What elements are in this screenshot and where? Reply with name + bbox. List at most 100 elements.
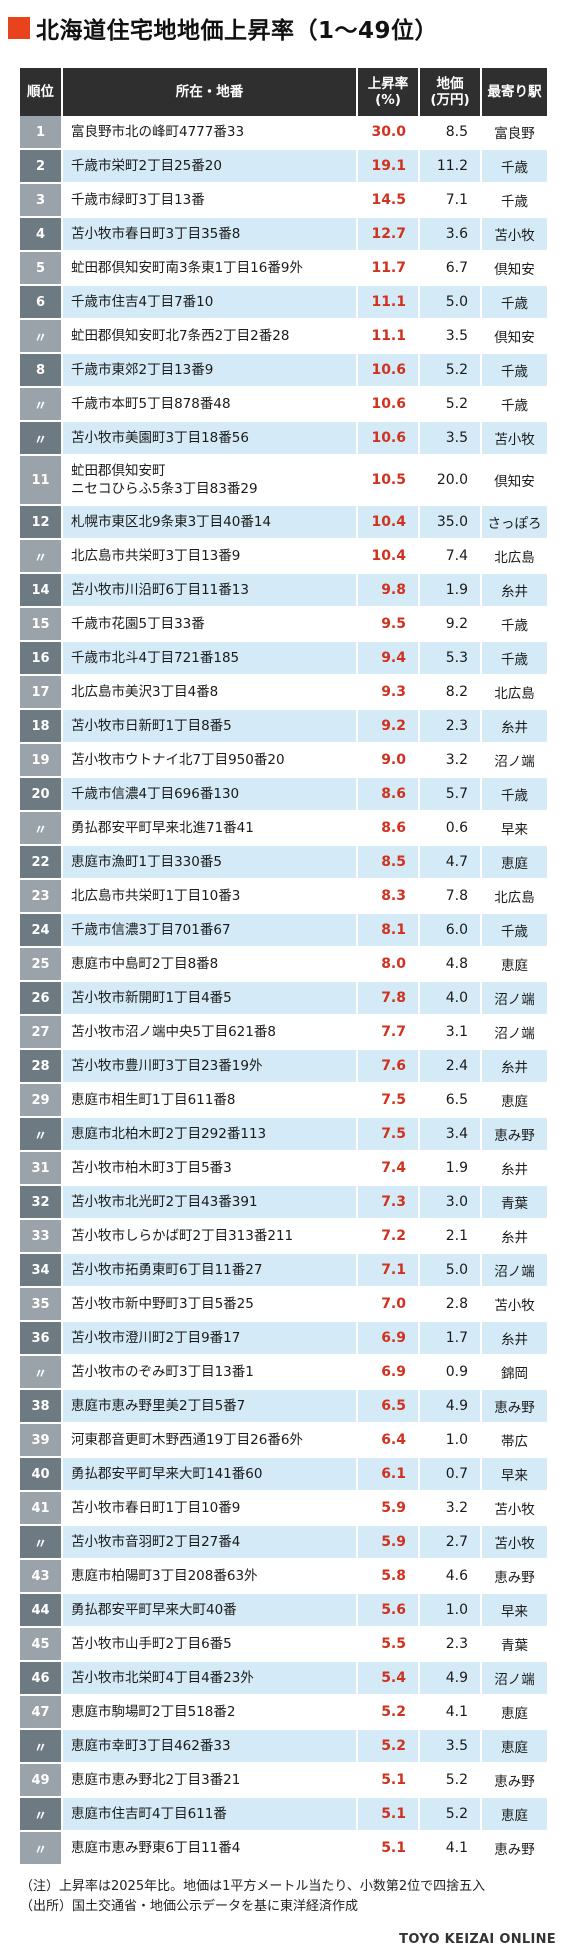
table-row: 46 苫小牧市北栄町4丁目4番23外 5.4 4.9 沼ノ端 [20,1661,547,1696]
address-cell: 苫小牧市豊川町3丁目23番19外 [62,1049,358,1084]
rate-cell: 9.3 [357,675,420,710]
rate-cell: 19.1 [357,149,420,184]
rate-cell: 11.7 [357,251,420,286]
rate-cell: 9.2 [357,709,420,744]
station-cell: 倶知安 [481,455,547,506]
rank-cell: 12 [20,505,63,540]
station-cell: 恵み野 [481,1831,547,1866]
footnote-line-1: （注）上昇率は2025年比。地価は1平方メートル当たり、小数第2位で四捨五入 [20,1879,486,1894]
rate-cell: 11.1 [357,285,420,320]
price-cell: 3.5 [419,421,482,456]
rank-cell: 〃 [20,387,63,422]
rate-cell: 7.2 [357,1219,420,1254]
station-cell: 北広島 [481,879,547,914]
address-cell: 苫小牧市拓勇東町6丁目11番27 [62,1253,358,1288]
rate-cell: 6.9 [357,1321,420,1356]
table-row: 〃虻田郡倶知安町北7条西2丁目2番28 11.1 3.5 倶知安 [20,319,547,354]
table-row: 1 富良野市北の峰町4777番33 30.0 8.5 富良野 [20,116,547,150]
station-cell: 千歳 [481,777,547,812]
station-cell: 千歳 [481,387,547,422]
rate-cell: 5.1 [357,1797,420,1832]
address-cell: 北広島市共栄町1丁目10番3 [62,879,358,914]
rate-cell: 7.8 [357,981,420,1016]
table-header-row: 順位 所在・地番 上昇率 (%) 地価 (万円) 最寄り駅 [20,68,547,116]
price-cell: 20.0 [419,455,482,506]
rank-cell: 8 [20,353,63,388]
station-cell: 千歳 [481,183,547,218]
address-cell: 苫小牧市音羽町2丁目27番4 [62,1525,358,1560]
station-cell: さっぽろ [481,505,547,540]
rank-cell: 40 [20,1457,63,1492]
address-cell: 千歳市信濃3丁目701番67 [62,913,358,948]
price-cell: 9.2 [419,607,482,642]
station-cell: 千歳 [481,149,547,184]
station-cell: 錦岡 [481,1355,547,1390]
station-cell: 沼ノ端 [481,981,547,1016]
address-cell: 千歳市信濃4丁目696番130 [62,777,358,812]
table-row: 3 千歳市緑町3丁目13番 14.5 7.1 千歳 [20,183,547,218]
station-cell: 倶知安 [481,319,547,354]
address-cell: 苫小牧市春日町1丁目10番9 [62,1491,358,1526]
table-row: 5 虻田郡倶知安町南3条東1丁目16番9外 11.7 6.7 倶知安 [20,251,547,286]
table-row: 29 恵庭市相生町1丁目611番8 7.5 6.5 恵庭 [20,1083,547,1118]
table-row: 〃恵庭市幸町3丁目462番33 5.2 3.5 恵庭 [20,1729,547,1764]
address-cell: 千歳市東郊2丁目13番9 [62,353,358,388]
address-cell: 恵庭市中島町2丁目8番8 [62,947,358,982]
station-cell: 糸井 [481,573,547,608]
address-cell: 河東郡音更町木野西通19丁目26番6外 [62,1423,358,1458]
table-row: 40 勇払郡安平町早来大町141番60 6.1 0.7 早来 [20,1457,547,1492]
price-cell: 2.8 [419,1287,482,1322]
table-row: 44 勇払郡安平町早来大町40番 5.6 1.0 早来 [20,1593,547,1628]
address-cell: 恵庭市幸町3丁目462番33 [62,1729,358,1764]
station-cell: 糸井 [481,1219,547,1254]
rank-cell: 23 [20,879,63,914]
station-cell: 沼ノ端 [481,1253,547,1288]
rank-cell: 47 [20,1695,63,1730]
table-row: 6 千歳市住吉4丁目7番10 11.1 5.0 千歳 [20,285,547,320]
table-row: 43 恵庭市柏陽町3丁目208番63外 5.8 4.6 恵み野 [20,1559,547,1594]
price-cell: 5.7 [419,777,482,812]
table-row: 8 千歳市東郊2丁目13番9 10.6 5.2 千歳 [20,353,547,388]
station-cell: 北広島 [481,675,547,710]
price-cell: 1.7 [419,1321,482,1356]
address-cell: 勇払郡安平町早来大町40番 [62,1593,358,1628]
price-cell: 3.2 [419,743,482,778]
header-price-line1: 地価 [436,75,464,92]
rate-cell: 11.1 [357,319,420,354]
rank-cell: 45 [20,1627,63,1662]
page-title: 北海道住宅地地価上昇率（1〜49位） [36,18,439,44]
station-cell: 恵み野 [481,1117,547,1152]
footnote-line-2: （出所）国土交通省・地価公示データを基に東洋経済作成 [20,1899,359,1914]
address-cell: 北広島市共栄町3丁目13番9 [62,539,358,574]
address-line-1: 虻田郡倶知安町 [71,462,166,479]
address-cell: 苫小牧市のぞみ町3丁目13番1 [62,1355,358,1390]
rank-cell: 〃 [20,539,63,574]
station-cell: 恵庭 [481,947,547,982]
station-cell: 早来 [481,1457,547,1492]
price-cell: 6.5 [419,1083,482,1118]
table-row: 26 苫小牧市新開町1丁目4番5 7.8 4.0 沼ノ端 [20,981,547,1016]
price-cell: 5.3 [419,641,482,676]
table-row: 〃恵庭市北柏木町2丁目292番113 7.5 3.4 恵み野 [20,1117,547,1152]
address-cell: 勇払郡安平町早来大町141番60 [62,1457,358,1492]
price-cell: 4.0 [419,981,482,1016]
price-cell: 35.0 [419,505,482,540]
station-cell: 苫小牧 [481,421,547,456]
address-cell: 苫小牧市北光町2丁目43番391 [62,1185,358,1220]
rate-cell: 5.1 [357,1831,420,1866]
rate-cell: 10.6 [357,353,420,388]
price-cell: 8.5 [419,116,482,150]
address-cell: 苫小牧市柏木町3丁目5番3 [62,1151,358,1186]
table-row: 14 苫小牧市川沿町6丁目11番13 9.8 1.9 糸井 [20,573,547,608]
table-row: 〃恵庭市住吉町4丁目611番 5.1 5.2 恵庭 [20,1797,547,1832]
address-cell: 苫小牧市ウトナイ北7丁目950番20 [62,743,358,778]
table-row: 〃恵庭市恵み野東6丁目11番4 5.1 4.1 恵み野 [20,1831,547,1866]
address-cell: 苫小牧市沼ノ端中央5丁目621番8 [62,1015,358,1050]
rate-cell: 7.5 [357,1083,420,1118]
station-cell: 苫小牧 [481,1525,547,1560]
rate-cell: 8.6 [357,811,420,846]
station-cell: 恵み野 [481,1763,547,1798]
rank-cell: 〃 [20,319,63,354]
address-cell: 恵庭市恵み野里美2丁目5番7 [62,1389,358,1424]
address-cell: 苫小牧市日新町1丁目8番5 [62,709,358,744]
